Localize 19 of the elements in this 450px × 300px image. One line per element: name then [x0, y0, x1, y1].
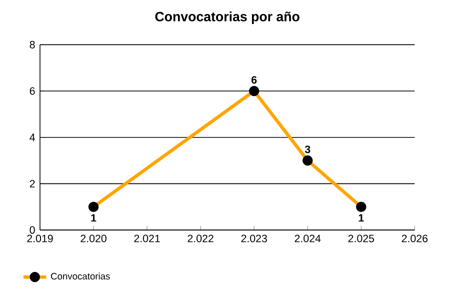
legend-label: Convocatorias [51, 272, 110, 280]
y-tick-label: 2 [30, 180, 35, 188]
data-label: 1 [358, 214, 364, 222]
y-tick-label: 8 [30, 40, 35, 48]
x-tick-label: 2.024 [294, 234, 321, 242]
x-tick-label: 2.023 [241, 234, 267, 242]
data-label: 6 [252, 76, 257, 84]
x-tick-label: 2.020 [80, 234, 106, 242]
x-tick-label: 2.019 [27, 234, 53, 242]
data-label: 1 [91, 214, 96, 222]
x-tick-label: 2.021 [134, 234, 160, 242]
chart-title: Convocatorias por año [155, 12, 300, 24]
y-tick-label: 0 [30, 226, 35, 234]
y-tick-label: 6 [30, 87, 35, 95]
data-label: 3 [304, 146, 310, 154]
y-tick-label: 4 [30, 134, 35, 142]
x-tick-label: 2.026 [402, 234, 428, 242]
x-tick-label: 2.022 [188, 234, 214, 242]
x-tick-label: 2.025 [348, 234, 374, 242]
